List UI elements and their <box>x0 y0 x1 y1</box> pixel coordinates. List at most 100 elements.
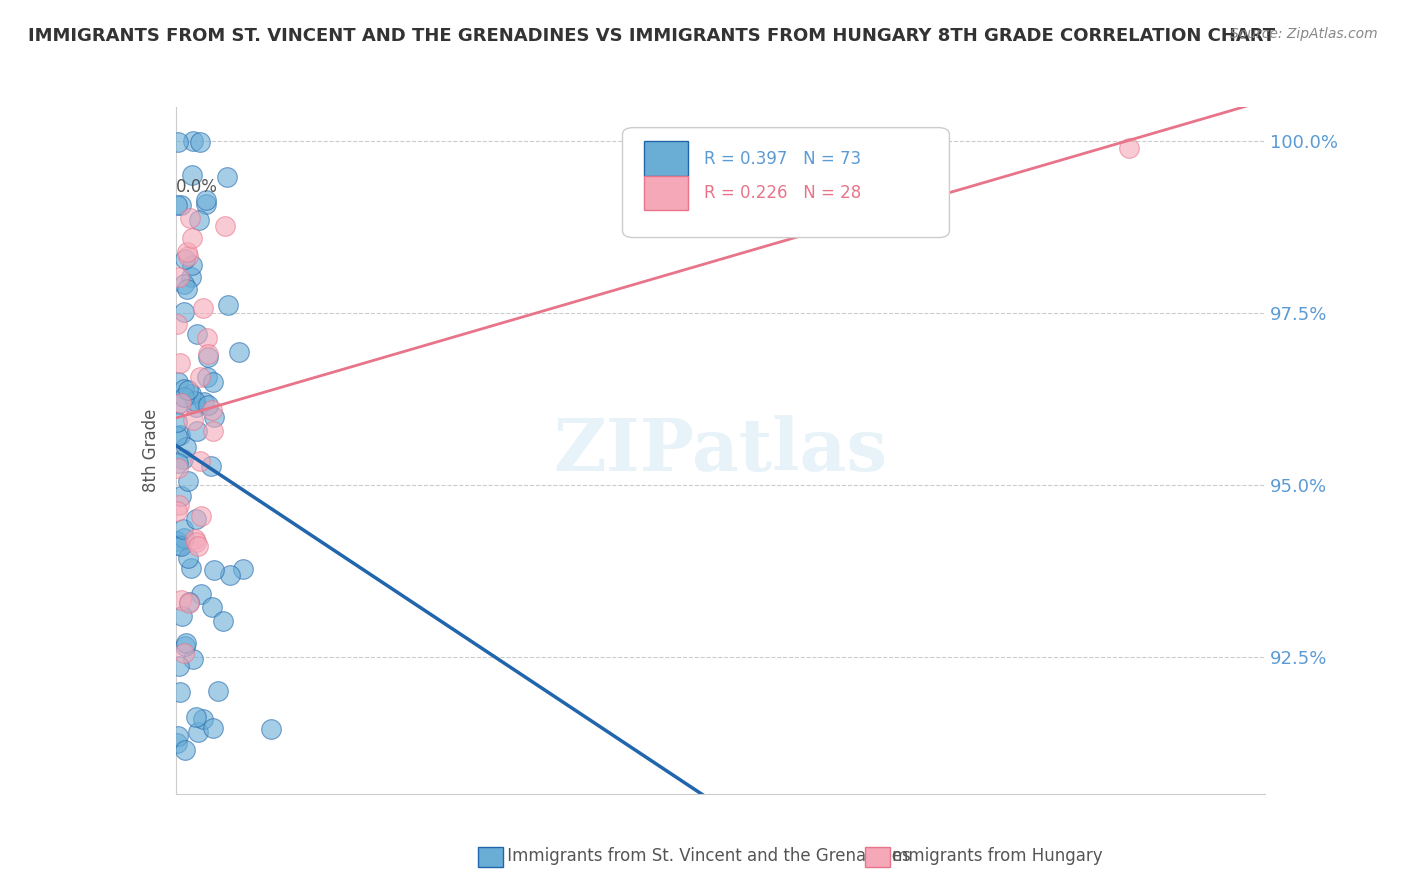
blue <box>174 743 197 757</box>
blue <box>184 709 207 723</box>
pink <box>187 539 209 553</box>
pink <box>195 331 218 345</box>
blue <box>170 197 193 211</box>
blue <box>177 474 200 488</box>
blue <box>181 168 204 182</box>
Text: ⬜ Immigrants from St. Vincent and the Grenadines: ⬜ Immigrants from St. Vincent and the Gr… <box>492 847 911 865</box>
pink <box>193 301 215 316</box>
blue <box>177 551 200 566</box>
blue <box>169 539 191 553</box>
blue <box>172 452 194 467</box>
blue <box>202 409 225 424</box>
blue <box>173 304 195 318</box>
blue <box>202 375 225 389</box>
pink <box>188 453 211 467</box>
blue <box>200 458 222 473</box>
pink <box>176 245 198 260</box>
blue <box>176 636 198 650</box>
blue <box>167 397 190 411</box>
blue <box>184 394 207 409</box>
blue <box>260 722 283 736</box>
pink <box>186 535 208 549</box>
blue <box>202 721 225 735</box>
pink <box>181 231 204 245</box>
blue <box>166 729 188 743</box>
Text: R = 0.397   N = 73: R = 0.397 N = 73 <box>704 150 862 168</box>
blue <box>184 511 207 525</box>
blue <box>186 326 208 341</box>
pink <box>169 592 191 607</box>
blue <box>197 398 219 412</box>
pink <box>166 318 188 332</box>
blue <box>170 609 193 624</box>
pink <box>176 249 198 263</box>
FancyBboxPatch shape <box>644 176 688 211</box>
blue <box>166 135 188 149</box>
blue <box>173 391 195 405</box>
Text: ZIPatlas: ZIPatlas <box>554 415 887 486</box>
blue <box>174 440 197 454</box>
blue <box>188 135 211 149</box>
pink <box>201 403 224 417</box>
blue <box>202 563 225 577</box>
blue <box>219 567 242 582</box>
FancyBboxPatch shape <box>644 141 688 176</box>
blue <box>173 277 195 291</box>
Text: Source: ZipAtlas.com: Source: ZipAtlas.com <box>1230 27 1378 41</box>
blue <box>166 533 188 548</box>
blue <box>228 345 250 359</box>
pink <box>179 596 201 610</box>
Text: R = 0.226   N = 28: R = 0.226 N = 28 <box>704 184 862 202</box>
blue <box>195 193 218 207</box>
blue <box>166 198 188 212</box>
pink <box>179 211 201 225</box>
blue <box>169 685 191 699</box>
pink <box>190 508 212 523</box>
blue <box>172 522 194 536</box>
blue <box>191 712 214 726</box>
blue <box>166 429 188 443</box>
blue <box>187 213 209 227</box>
blue <box>207 684 229 698</box>
pink <box>166 461 188 475</box>
Text: ⬜ Immigrants from Hungary: ⬜ Immigrants from Hungary <box>872 847 1102 865</box>
blue <box>176 282 198 296</box>
blue <box>195 370 218 384</box>
blue <box>186 401 208 415</box>
blue <box>166 737 188 751</box>
blue <box>217 298 239 312</box>
pink <box>1118 141 1140 155</box>
blue <box>201 599 224 614</box>
pink <box>170 396 193 410</box>
blue <box>197 351 219 365</box>
FancyBboxPatch shape <box>623 128 949 237</box>
blue <box>173 382 195 396</box>
blue <box>232 562 254 576</box>
blue <box>190 587 212 601</box>
blue <box>177 384 200 398</box>
blue <box>193 395 215 409</box>
Text: IMMIGRANTS FROM ST. VINCENT AND THE GRENADINES VS IMMIGRANTS FROM HUNGARY 8TH GR: IMMIGRANTS FROM ST. VINCENT AND THE GREN… <box>28 27 1275 45</box>
blue <box>181 652 204 666</box>
blue <box>166 416 188 430</box>
pink <box>197 347 219 361</box>
pink <box>173 646 195 660</box>
blue <box>169 428 191 442</box>
blue <box>169 659 191 673</box>
blue <box>174 640 197 654</box>
pink <box>169 356 191 370</box>
blue <box>180 259 202 273</box>
pink <box>166 504 188 518</box>
blue <box>186 424 208 438</box>
blue <box>169 489 191 503</box>
pink <box>184 533 207 547</box>
pink <box>214 219 236 233</box>
blue <box>181 134 204 148</box>
pink <box>181 413 204 427</box>
blue <box>167 456 190 470</box>
pink <box>167 270 190 285</box>
blue <box>194 196 217 211</box>
pink <box>188 370 211 384</box>
blue <box>173 531 195 545</box>
pink <box>169 499 191 513</box>
